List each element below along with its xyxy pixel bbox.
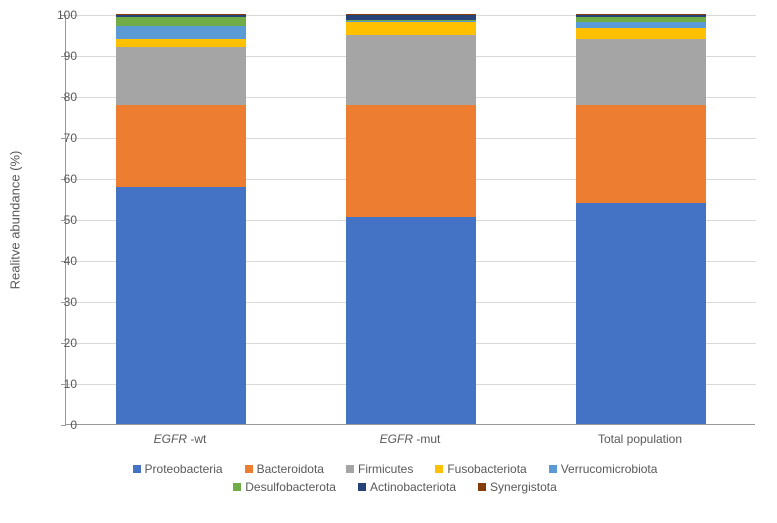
bar-segment xyxy=(346,14,476,15)
legend-label: Firmicutes xyxy=(358,462,413,476)
bar-group xyxy=(116,14,246,424)
bar-segment xyxy=(116,39,246,47)
legend-swatch xyxy=(245,465,253,473)
bar-segment xyxy=(346,217,476,424)
y-tick-label: 0 xyxy=(47,418,77,432)
x-tick-label: EGFR -wt xyxy=(154,432,207,446)
bar-segment xyxy=(576,28,706,38)
legend-item: Firmicutes xyxy=(346,462,413,476)
bar-segment xyxy=(576,15,706,17)
legend-item: Actinobacteriota xyxy=(358,480,456,494)
bar-segment xyxy=(576,39,706,105)
y-tick-label: 100 xyxy=(47,8,77,22)
y-tick-label: 40 xyxy=(47,254,77,268)
y-tick-label: 90 xyxy=(47,49,77,63)
bar-segment xyxy=(116,187,246,424)
legend-item: Desulfobacterota xyxy=(233,480,336,494)
bar-segment xyxy=(346,35,476,106)
bar-segment xyxy=(346,105,476,217)
bar-segment xyxy=(576,203,706,424)
legend-swatch xyxy=(435,465,443,473)
chart-container xyxy=(65,15,755,425)
bar-segment xyxy=(116,15,246,17)
y-tick-label: 80 xyxy=(47,90,77,104)
legend-label: Synergistota xyxy=(490,480,557,494)
legend-label: Actinobacteriota xyxy=(370,480,456,494)
y-tick-label: 20 xyxy=(47,336,77,350)
bar-segment xyxy=(346,21,476,22)
bar-segment xyxy=(116,14,246,15)
y-tick-label: 50 xyxy=(47,213,77,227)
legend-label: Proteobacteria xyxy=(145,462,223,476)
bar-segment xyxy=(116,26,246,38)
legend-item: Fusobacteriota xyxy=(435,462,526,476)
plot-area xyxy=(65,15,755,425)
bar-group xyxy=(576,14,706,424)
bar-segment xyxy=(346,22,476,34)
legend-item: Proteobacteria xyxy=(133,462,223,476)
bar-segment xyxy=(116,47,246,105)
bar-segment xyxy=(116,17,246,26)
bar-segment xyxy=(576,14,706,15)
legend-item: Verrucomicrobiota xyxy=(549,462,658,476)
legend-label: Verrucomicrobiota xyxy=(561,462,658,476)
legend-label: Bacteroidota xyxy=(257,462,324,476)
legend-swatch xyxy=(346,465,354,473)
legend-label: Desulfobacterota xyxy=(245,480,336,494)
bar-segment xyxy=(576,17,706,22)
legend-label: Fusobacteriota xyxy=(447,462,526,476)
legend-item: Synergistota xyxy=(478,480,557,494)
legend-swatch xyxy=(233,483,241,491)
legend-swatch xyxy=(358,483,366,491)
bar-segment xyxy=(576,22,706,28)
y-tick-label: 10 xyxy=(47,377,77,391)
legend-item: Bacteroidota xyxy=(245,462,324,476)
y-axis-title: Realitve abundance (%) xyxy=(8,151,23,290)
legend-swatch xyxy=(478,483,486,491)
legend-swatch xyxy=(549,465,557,473)
bar-segment xyxy=(346,15,476,20)
y-tick-label: 60 xyxy=(47,172,77,186)
bar-segment xyxy=(346,20,476,21)
bar-group xyxy=(346,14,476,424)
legend: Proteobacteria Bacteroidota Firmicutes Fuso… xyxy=(95,462,695,494)
y-tick-label: 30 xyxy=(47,295,77,309)
bar-segment xyxy=(116,105,246,187)
y-tick-label: 70 xyxy=(47,131,77,145)
bar-segment xyxy=(576,105,706,203)
legend-swatch xyxy=(133,465,141,473)
x-tick-label: Total population xyxy=(598,432,682,446)
x-tick-label: EGFR -mut xyxy=(380,432,441,446)
